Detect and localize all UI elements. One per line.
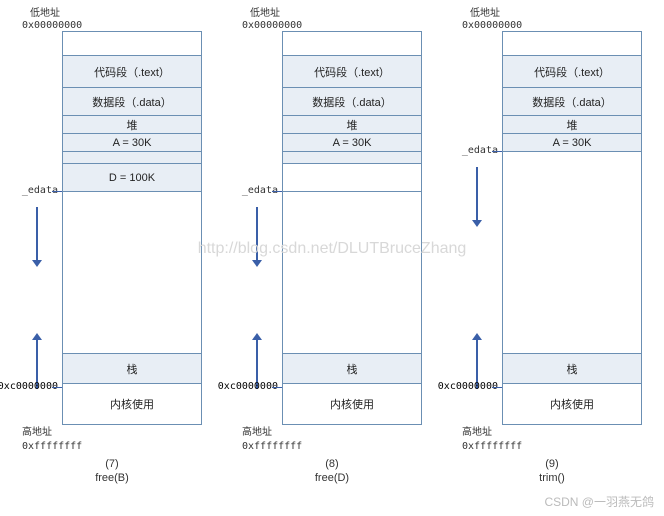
- memory-segment: 内核使用: [503, 384, 641, 424]
- addr-xc: 0xc0000000: [0, 381, 58, 392]
- high-addr-label: 高地址: [22, 427, 52, 439]
- memory-segment: [63, 192, 201, 354]
- memory-segment: D = 100K: [63, 164, 201, 192]
- memory-segment: A = 30K: [63, 134, 201, 152]
- addr-xc: 0xc0000000: [218, 381, 278, 392]
- addr-xc: 0xc0000000: [438, 381, 498, 392]
- memory-segment: 数据段（.data）: [503, 88, 641, 116]
- memory-segment: 栈: [283, 354, 421, 384]
- tick-mark: [492, 387, 502, 388]
- credit-text: CSDN @一羽燕无鸽: [544, 493, 654, 510]
- memory-segment: 栈: [63, 354, 201, 384]
- memory-box: 代码段（.text）数据段（.data）堆A = 30K D = 100K 栈内核使…: [62, 31, 202, 425]
- arrow-down-icon: [256, 207, 258, 261]
- memory-segment: [283, 192, 421, 354]
- low-addr-label: 低地址: [470, 8, 500, 20]
- tick-mark: [272, 191, 282, 192]
- tick-mark: [492, 151, 502, 152]
- memory-box: 代码段（.text）数据段（.data）堆A = 30K 栈内核使用: [282, 31, 422, 425]
- addr-zero: 0x00000000: [22, 20, 82, 31]
- high-addr-label: 高地址: [242, 427, 272, 439]
- memory-segment: 内核使用: [63, 384, 201, 424]
- addr-zero: 0x00000000: [462, 20, 522, 31]
- low-addr-label: 低地址: [30, 8, 60, 20]
- memory-segment: [503, 32, 641, 56]
- memory-segment: 堆: [283, 116, 421, 134]
- arrow-down-icon: [476, 167, 478, 221]
- memory-segment: 内核使用: [283, 384, 421, 424]
- low-addr-label: 低地址: [250, 8, 280, 20]
- memory-box: 代码段（.text）数据段（.data）堆A = 30K 栈内核使用: [502, 31, 642, 425]
- tick-mark: [52, 191, 62, 192]
- tick-mark: [52, 387, 62, 388]
- arrow-down-icon: [36, 207, 38, 261]
- memory-segment: A = 30K: [503, 134, 641, 152]
- memory-segment: 堆: [503, 116, 641, 134]
- memory-segment: 数据段（.data）: [283, 88, 421, 116]
- memory-segment: 堆: [63, 116, 201, 134]
- memory-segment: [283, 164, 421, 192]
- memory-segment: [283, 32, 421, 56]
- memory-segment: [63, 32, 201, 56]
- memory-segment: A = 30K: [283, 134, 421, 152]
- memory-panel: 低地址0x00000000_edata0xc0000000代码段（.text）数…: [242, 8, 422, 486]
- memory-segment: 代码段（.text）: [503, 56, 641, 88]
- memory-segment: 栈: [503, 354, 641, 384]
- panel-caption: (7)free(B): [95, 457, 129, 486]
- memory-segment: 代码段（.text）: [63, 56, 201, 88]
- addr-ff: 0xffffffff: [242, 441, 302, 453]
- panel-caption: (9)trim(): [539, 457, 565, 486]
- memory-segment: 数据段（.data）: [63, 88, 201, 116]
- memory-segment: 代码段（.text）: [283, 56, 421, 88]
- memory-segment: [283, 152, 421, 164]
- addr-ff: 0xffffffff: [22, 441, 82, 453]
- addr-ff: 0xffffffff: [462, 441, 522, 453]
- panel-caption: (8)free(D): [315, 457, 349, 486]
- memory-segment: [503, 152, 641, 354]
- memory-panel: 低地址0x00000000_edata0xc0000000代码段（.text）数…: [462, 8, 642, 486]
- memory-panel: 低地址0x00000000_edata0xc0000000代码段（.text）数…: [22, 8, 202, 486]
- tick-mark: [272, 387, 282, 388]
- high-addr-label: 高地址: [462, 427, 492, 439]
- addr-zero: 0x00000000: [242, 20, 302, 31]
- memory-segment: [63, 152, 201, 164]
